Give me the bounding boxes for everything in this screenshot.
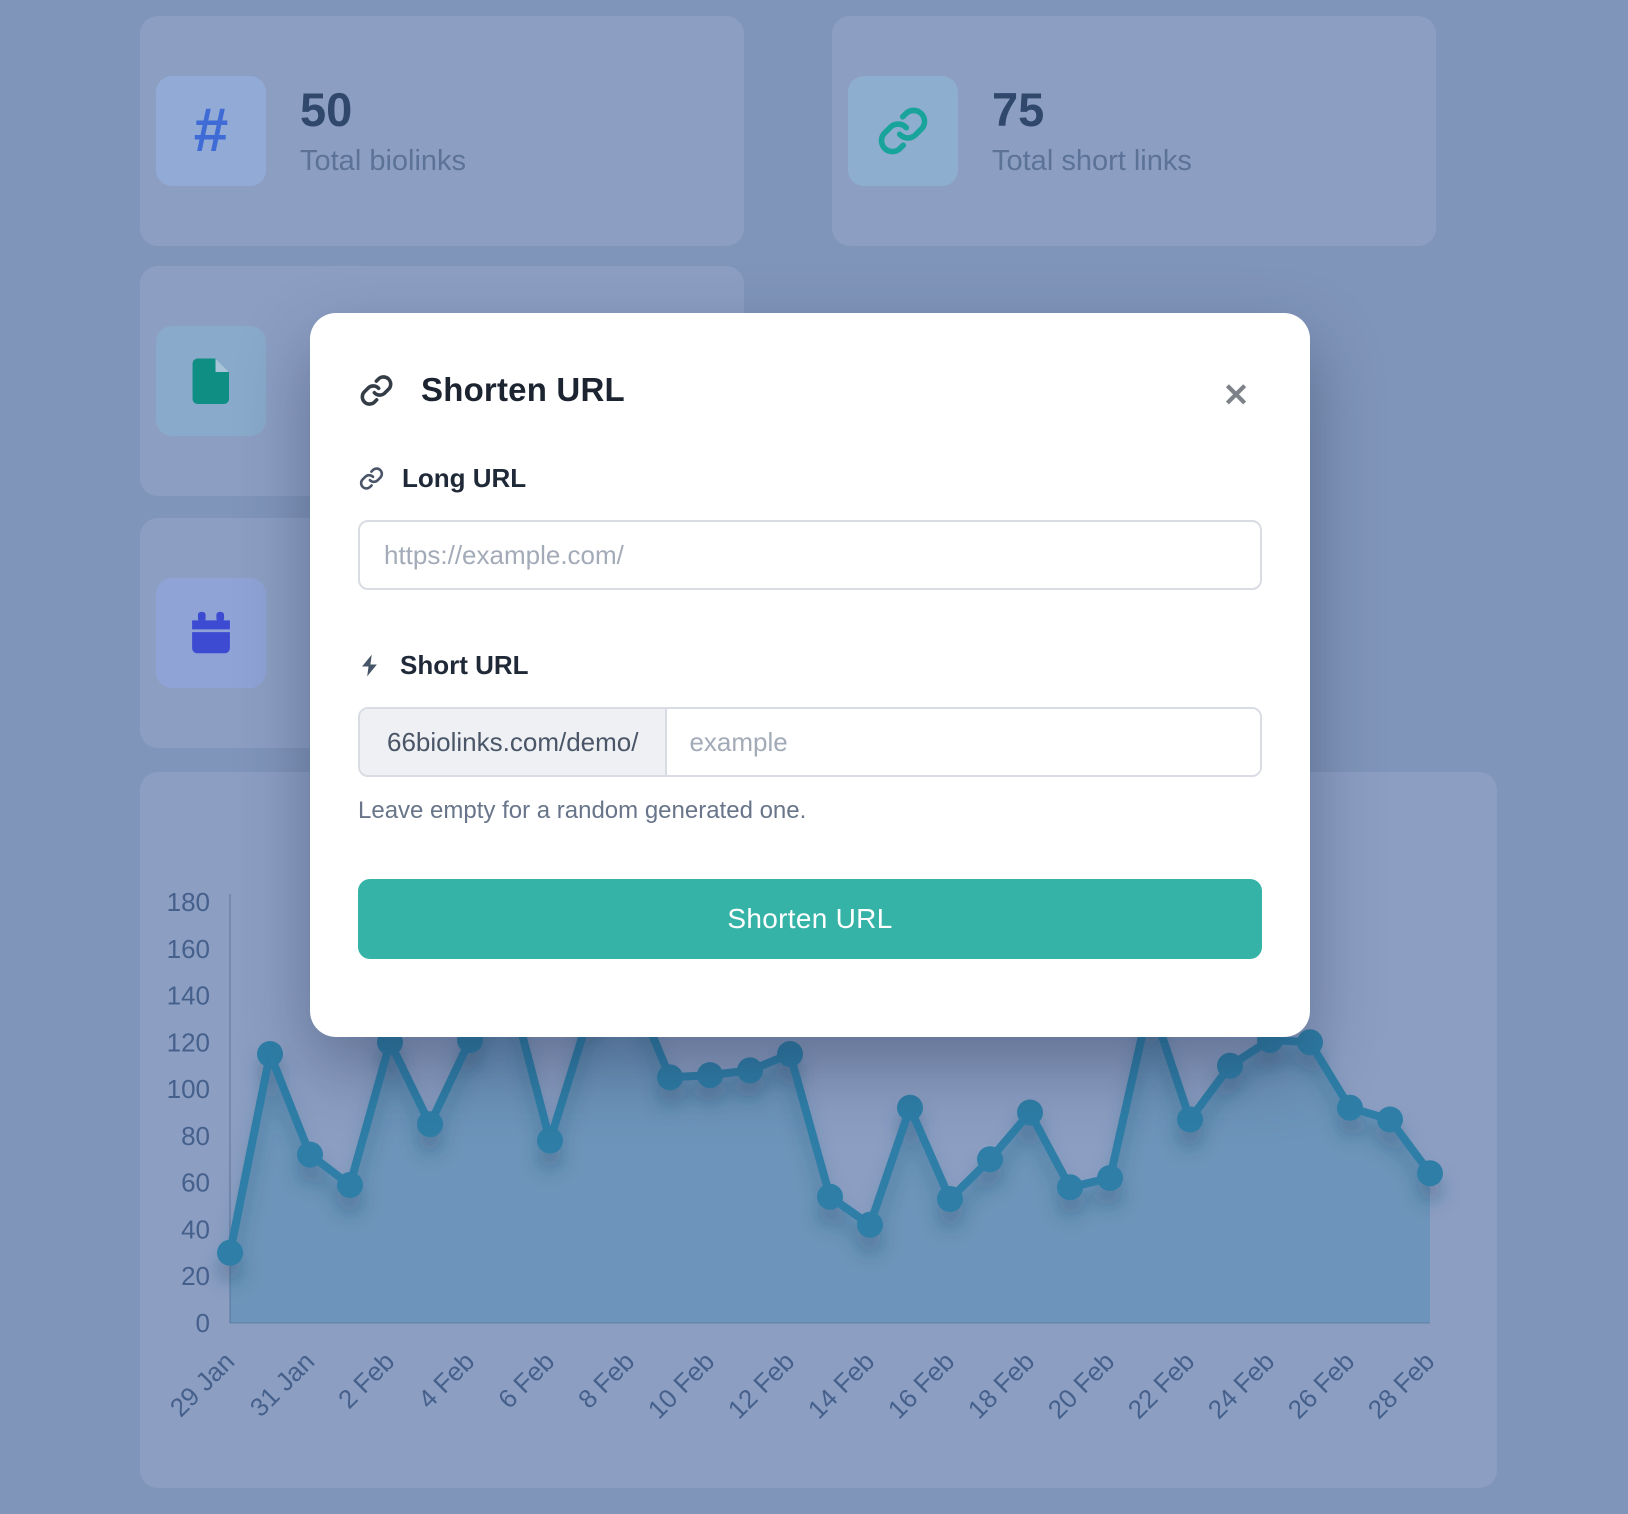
short-url-input-group: 66biolinks.com/demo/	[358, 707, 1262, 777]
svg-text:120: 120	[167, 1027, 210, 1057]
modal-header: Shorten URL ✕	[310, 313, 1310, 413]
hashtag-icon: #	[193, 96, 229, 165]
svg-text:6 Feb: 6 Feb	[492, 1346, 560, 1414]
link-icon-tile	[848, 76, 958, 186]
svg-text:16 Feb: 16 Feb	[882, 1346, 960, 1424]
clicks-line-chart: 0 20 40 60 80 100 120 140 160 180 29 Jan 31 Jan 2 Fe…	[164, 887, 1443, 1424]
svg-text:40: 40	[181, 1214, 210, 1244]
svg-text:4 Feb: 4 Feb	[412, 1346, 480, 1414]
svg-text:26 Feb: 26 Feb	[1282, 1346, 1360, 1424]
short-url-input[interactable]	[667, 709, 1260, 775]
svg-text:10 Feb: 10 Feb	[642, 1346, 720, 1424]
modal-title: Shorten URL	[421, 371, 625, 408]
svg-text:20 Feb: 20 Feb	[1042, 1346, 1120, 1424]
file-icon-tile	[156, 326, 266, 436]
svg-text:28 Feb: 28 Feb	[1362, 1346, 1440, 1424]
svg-text:2 Feb: 2 Feb	[332, 1346, 400, 1414]
lightning-bolt-icon	[358, 653, 383, 678]
svg-text:22 Feb: 22 Feb	[1122, 1346, 1200, 1424]
hashtag-icon-tile: #	[156, 76, 266, 186]
stat-value-short-links: 75	[992, 82, 1045, 136]
svg-text:14 Feb: 14 Feb	[802, 1346, 880, 1424]
svg-text:100: 100	[167, 1074, 210, 1104]
link-icon	[358, 372, 395, 409]
svg-text:160: 160	[167, 934, 210, 964]
svg-text:20: 20	[181, 1261, 210, 1291]
svg-text:31 Jan: 31 Jan	[244, 1346, 320, 1422]
svg-text:80: 80	[181, 1121, 210, 1151]
svg-text:0: 0	[196, 1308, 210, 1338]
close-icon[interactable]: ✕	[1222, 377, 1250, 413]
short-url-prefix: 66biolinks.com/demo/	[360, 709, 668, 775]
long-url-label-row: Long URL	[358, 463, 1262, 494]
svg-text:180: 180	[167, 887, 210, 917]
stat-label-short-links: Total short links	[992, 145, 1192, 178]
stat-label-biolinks: Total biolinks	[300, 145, 467, 178]
calendar-icon-tile	[156, 578, 266, 688]
svg-text:140: 140	[167, 981, 210, 1011]
svg-text:18 Feb: 18 Feb	[962, 1346, 1040, 1424]
short-url-helper-text: Leave empty for a random generated one.	[358, 797, 807, 824]
link-icon	[358, 465, 385, 492]
stat-value-biolinks: 50	[300, 82, 353, 136]
long-url-input[interactable]	[358, 520, 1262, 590]
svg-text:60: 60	[181, 1168, 210, 1198]
shorten-url-button[interactable]: Shorten URL	[358, 879, 1262, 959]
svg-text:24 Feb: 24 Feb	[1202, 1346, 1280, 1424]
short-url-label: Short URL	[400, 650, 529, 680]
long-url-label: Long URL	[402, 463, 527, 493]
stat-card-biolinks: # 50 Total biolinks	[140, 16, 744, 246]
svg-text:12 Feb: 12 Feb	[722, 1346, 800, 1424]
stat-card-short-links: 75 Total short links	[832, 16, 1436, 246]
svg-text:29 Jan: 29 Jan	[164, 1346, 240, 1422]
calendar-icon	[184, 606, 238, 660]
line-chart: 0 20 40 60 80 100 120 140 160 180 29 Jan 31 Jan 2 Fe…	[140, 855, 1497, 1488]
link-icon	[875, 103, 931, 159]
shorten-url-modal: Shorten URL ✕ Long URL Short URL 66bioli…	[310, 313, 1310, 1037]
file-icon	[184, 354, 238, 408]
short-url-label-row: Short URL	[358, 650, 1262, 681]
svg-text:8 Feb: 8 Feb	[572, 1346, 640, 1414]
